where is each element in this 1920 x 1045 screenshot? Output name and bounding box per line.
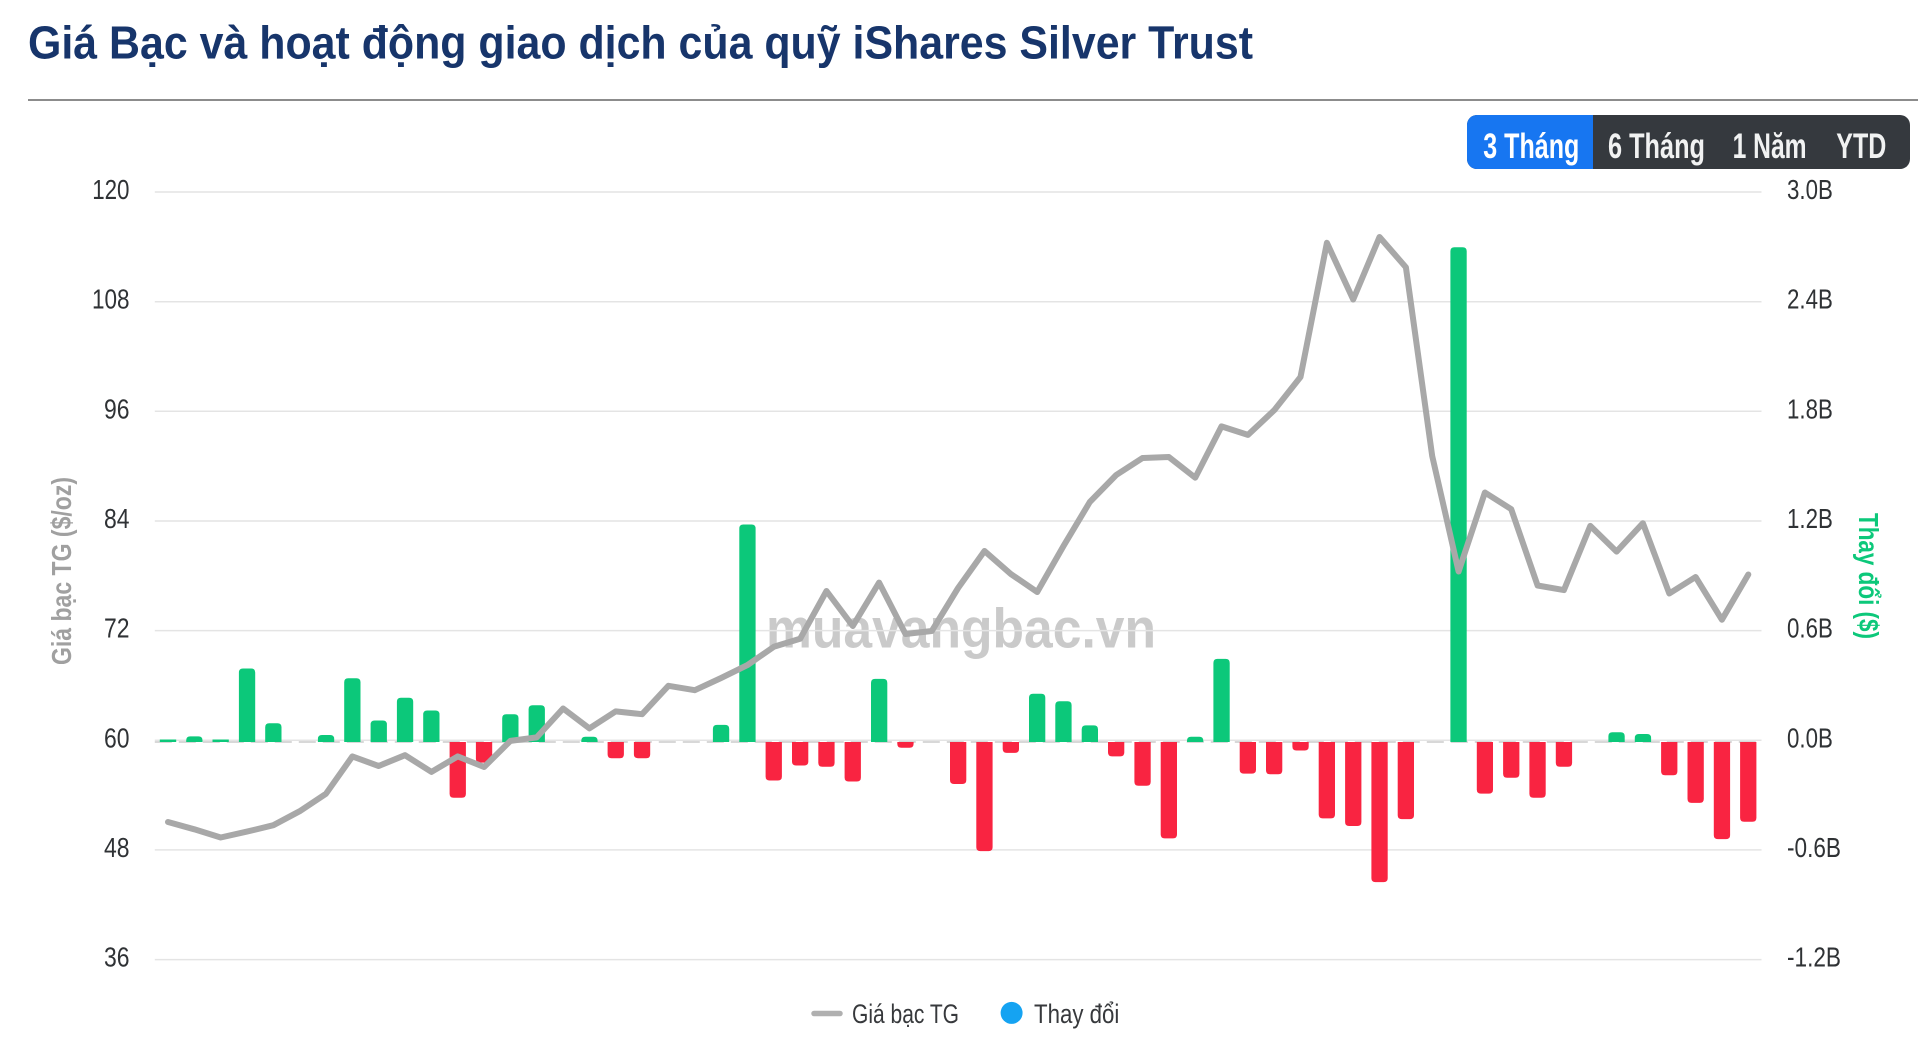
svg-text:3 Tháng: 3 Tháng: [1483, 127, 1579, 166]
svg-text:96: 96: [104, 393, 130, 424]
svg-text:120: 120: [92, 174, 129, 205]
svg-text:1 Năm: 1 Năm: [1733, 127, 1807, 166]
svg-text:Thay đổi: Thay đổi: [1034, 999, 1119, 1029]
svg-text:YTD: YTD: [1836, 127, 1886, 166]
svg-text:36: 36: [104, 942, 130, 973]
svg-text:72: 72: [104, 613, 130, 644]
svg-text:Giá Bạc và hoạt động giao dịch: Giá Bạc và hoạt động giao dịch của quỹ i…: [28, 17, 1253, 69]
svg-text:-0.6B: -0.6B: [1787, 832, 1841, 863]
svg-text:84: 84: [104, 503, 130, 534]
svg-text:6 Tháng: 6 Tháng: [1608, 127, 1705, 166]
svg-text:3.0B: 3.0B: [1787, 174, 1833, 205]
svg-text:48: 48: [104, 832, 130, 863]
svg-text:Giá bạc TG: Giá bạc TG: [852, 999, 959, 1029]
svg-text:60: 60: [104, 722, 130, 753]
svg-text:-1.2B: -1.2B: [1787, 942, 1841, 973]
svg-text:2.4B: 2.4B: [1787, 284, 1833, 315]
svg-text:1.8B: 1.8B: [1787, 393, 1833, 424]
svg-text:0.0B: 0.0B: [1787, 722, 1833, 753]
svg-text:muavangbac.vn: muavangbac.vn: [766, 597, 1156, 660]
svg-text:Giá bạc TG ($/oz): Giá bạc TG ($/oz): [46, 477, 77, 665]
svg-text:Thay đổi ($): Thay đổi ($): [1853, 513, 1884, 639]
svg-text:1.2B: 1.2B: [1787, 503, 1833, 534]
svg-text:108: 108: [92, 284, 130, 315]
svg-text:0.6B: 0.6B: [1787, 613, 1833, 644]
